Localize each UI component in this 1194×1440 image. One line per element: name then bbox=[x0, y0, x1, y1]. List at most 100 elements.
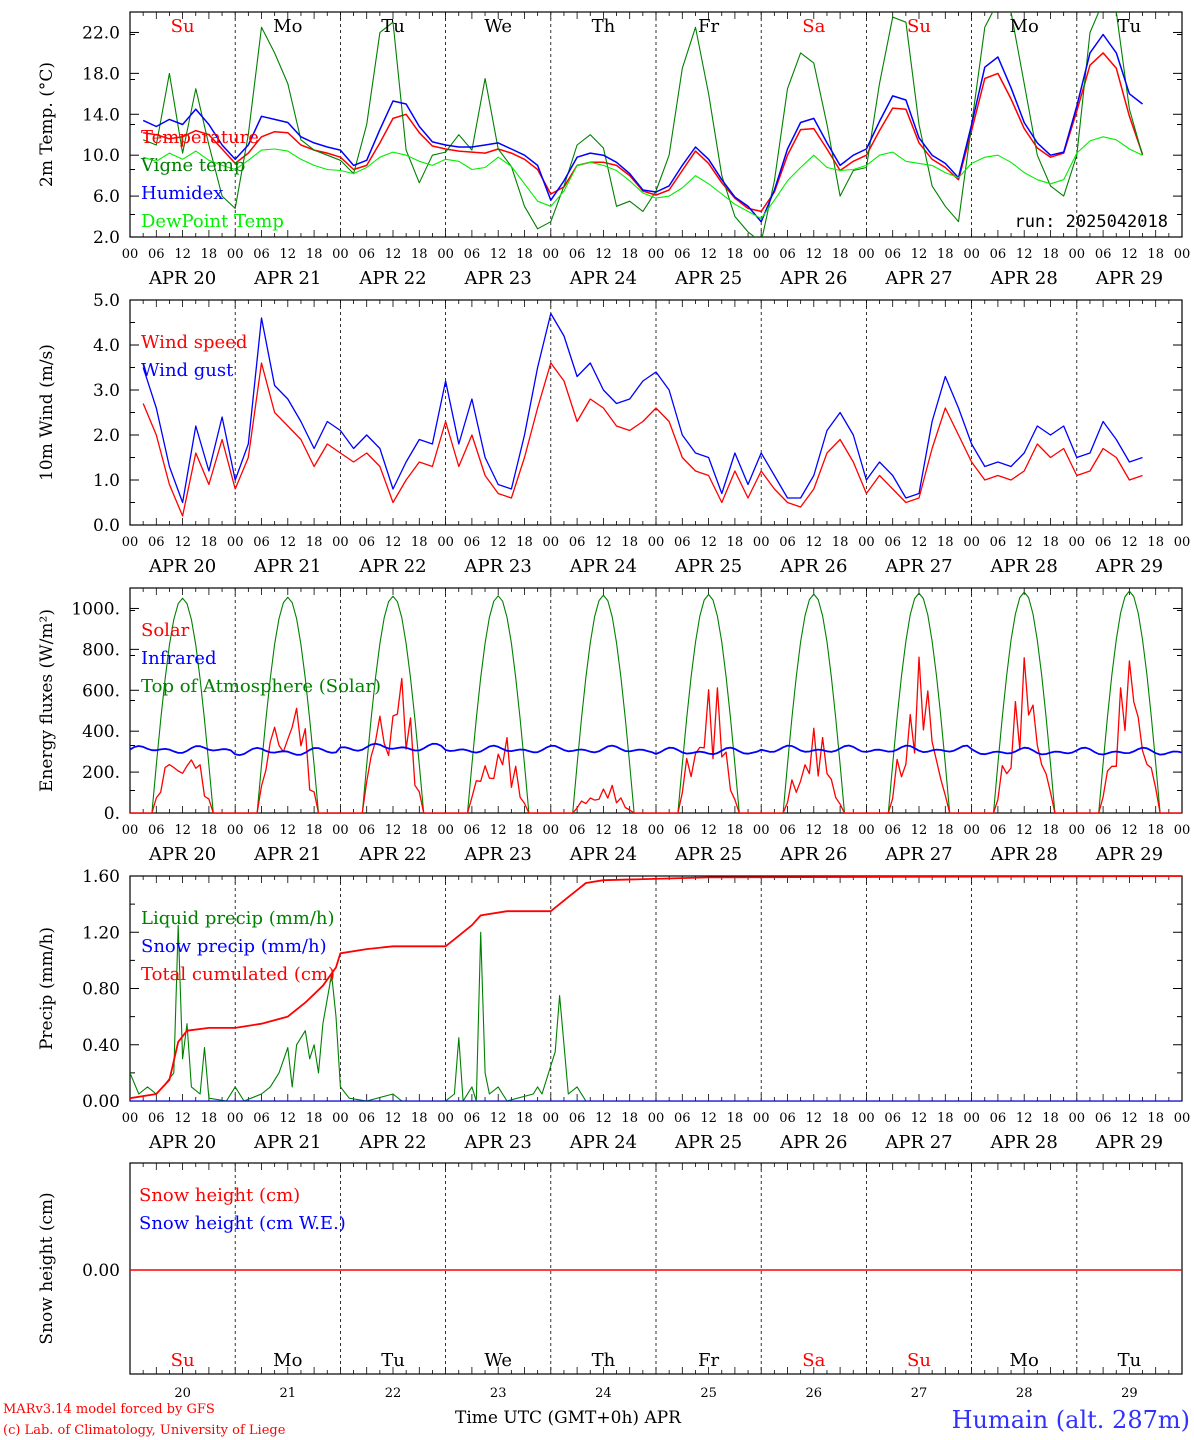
hour-tick-label: 18 bbox=[201, 823, 218, 838]
date-label: APR 24 bbox=[569, 556, 637, 577]
date-label: APR 27 bbox=[884, 268, 952, 289]
y-tick-label: 1000. bbox=[71, 599, 120, 619]
date-label: APR 28 bbox=[990, 1132, 1058, 1153]
date-label: APR 25 bbox=[674, 556, 742, 577]
day-number-label: 20 bbox=[174, 1386, 191, 1401]
hour-tick-label: 00 bbox=[648, 1111, 665, 1126]
weekday-label: Sa bbox=[802, 16, 825, 37]
hour-tick-label: 06 bbox=[253, 1111, 270, 1126]
hour-tick-label: 00 bbox=[122, 535, 139, 550]
hour-tick-label: 12 bbox=[911, 823, 928, 838]
y-tick-label: 2.0 bbox=[93, 228, 120, 248]
hour-tick-label: 00 bbox=[332, 247, 349, 262]
hour-tick-label: 12 bbox=[806, 535, 823, 550]
hour-tick-label: 12 bbox=[174, 247, 191, 262]
y-tick-label: 0. bbox=[104, 804, 120, 824]
y-tick-label: 0.40 bbox=[82, 1036, 120, 1056]
y-tick-label: 600. bbox=[82, 681, 120, 701]
hour-tick-label: 00 bbox=[753, 535, 770, 550]
legend-wind-gust: Wind gust bbox=[141, 360, 234, 381]
hour-tick-label: 00 bbox=[227, 247, 244, 262]
hour-tick-label: 12 bbox=[595, 1111, 612, 1126]
hour-tick-label: 00 bbox=[227, 823, 244, 838]
date-label: APR 29 bbox=[1095, 268, 1163, 289]
weekday-label: Su bbox=[907, 16, 931, 37]
hour-tick-label: 18 bbox=[1042, 535, 1059, 550]
hour-tick-label: 12 bbox=[806, 247, 823, 262]
hour-tick-label: 12 bbox=[280, 535, 297, 550]
y-tick-label: 10.0 bbox=[82, 146, 120, 166]
y-tick-label: 3.0 bbox=[93, 381, 120, 401]
hour-tick-label: 12 bbox=[1016, 823, 1033, 838]
hour-tick-label: 06 bbox=[884, 535, 901, 550]
weekday-label: Mo bbox=[1010, 16, 1039, 37]
date-label: APR 21 bbox=[253, 844, 321, 865]
day-number-label: 21 bbox=[280, 1386, 297, 1401]
y-axis-label: 10m Wind (m/s) bbox=[37, 344, 57, 481]
y-tick-label: 2.0 bbox=[93, 426, 120, 446]
hour-tick-label: 06 bbox=[464, 1111, 481, 1126]
day-number-label: 27 bbox=[911, 1386, 928, 1401]
hour-tick-label: 12 bbox=[806, 1111, 823, 1126]
hour-tick-label: 18 bbox=[937, 1111, 954, 1126]
hour-tick-label: 18 bbox=[832, 535, 849, 550]
hour-tick-label: 12 bbox=[1016, 535, 1033, 550]
hour-tick-label: 18 bbox=[621, 1111, 638, 1126]
day-number-label: 22 bbox=[385, 1386, 402, 1401]
hour-tick-label: 06 bbox=[148, 1111, 165, 1126]
hour-tick-label: 12 bbox=[490, 1111, 507, 1126]
y-axis-label: Snow height (cm) bbox=[37, 1192, 57, 1344]
date-label: APR 23 bbox=[464, 268, 532, 289]
hour-tick-label: 18 bbox=[621, 535, 638, 550]
weekday-label: We bbox=[484, 16, 512, 37]
hour-tick-label: 00 bbox=[858, 823, 875, 838]
legend-dewpoint-temp: DewPoint Temp bbox=[141, 211, 284, 232]
hour-tick-label: 00 bbox=[543, 247, 560, 262]
series-temperature bbox=[143, 52, 1144, 213]
hour-tick-label: 18 bbox=[516, 1111, 533, 1126]
hour-tick-label: 00 bbox=[963, 1111, 980, 1126]
date-label: APR 26 bbox=[779, 268, 847, 289]
hour-tick-label: 12 bbox=[911, 535, 928, 550]
hour-tick-label: 12 bbox=[700, 247, 717, 262]
hour-tick-label: 18 bbox=[411, 535, 428, 550]
hour-tick-label: 06 bbox=[148, 823, 165, 838]
hour-tick-label: 12 bbox=[1121, 823, 1138, 838]
date-label: APR 20 bbox=[148, 1132, 216, 1153]
date-label: APR 26 bbox=[779, 844, 847, 865]
legend-snow-precip-mm-h: Snow precip (mm/h) bbox=[141, 936, 327, 957]
hour-tick-label: 12 bbox=[280, 1111, 297, 1126]
legend-top-of-atmosphere-solar: Top of Atmosphere (Solar) bbox=[141, 676, 381, 697]
weekday-label: Tu bbox=[381, 1350, 405, 1371]
date-label: APR 29 bbox=[1095, 1132, 1163, 1153]
hour-tick-label: 12 bbox=[174, 535, 191, 550]
legend-liquid-precip-mm-h: Liquid precip (mm/h) bbox=[141, 908, 335, 929]
hour-tick-label: 06 bbox=[674, 1111, 691, 1126]
hour-tick-label: 18 bbox=[516, 535, 533, 550]
hour-tick-label: 06 bbox=[779, 535, 796, 550]
hour-tick-label: 00 bbox=[1174, 247, 1191, 262]
hour-tick-label: 18 bbox=[411, 1111, 428, 1126]
series-vigne-temp bbox=[142, 12, 1144, 237]
legend-solar: Solar bbox=[141, 620, 190, 641]
day-number-label: 24 bbox=[595, 1386, 612, 1401]
hour-tick-label: 00 bbox=[648, 247, 665, 262]
hour-tick-label: 18 bbox=[516, 247, 533, 262]
hour-tick-label: 12 bbox=[490, 535, 507, 550]
date-label: APR 27 bbox=[884, 1132, 952, 1153]
hour-tick-label: 12 bbox=[595, 247, 612, 262]
hour-tick-label: 18 bbox=[306, 823, 323, 838]
hour-tick-label: 06 bbox=[1095, 247, 1112, 262]
weekday-label: Su bbox=[907, 1350, 931, 1371]
hour-tick-label: 06 bbox=[1095, 535, 1112, 550]
hour-tick-label: 12 bbox=[385, 247, 402, 262]
legend-snow-height-cm-w-e: Snow height (cm W.E.) bbox=[139, 1213, 346, 1234]
hour-tick-label: 00 bbox=[648, 535, 665, 550]
date-label: APR 21 bbox=[253, 1132, 321, 1153]
day-number-label: 26 bbox=[806, 1386, 823, 1401]
hour-tick-label: 00 bbox=[437, 823, 454, 838]
hour-tick-label: 00 bbox=[1174, 535, 1191, 550]
date-label: APR 25 bbox=[674, 1132, 742, 1153]
panel-frame bbox=[129, 299, 1183, 526]
